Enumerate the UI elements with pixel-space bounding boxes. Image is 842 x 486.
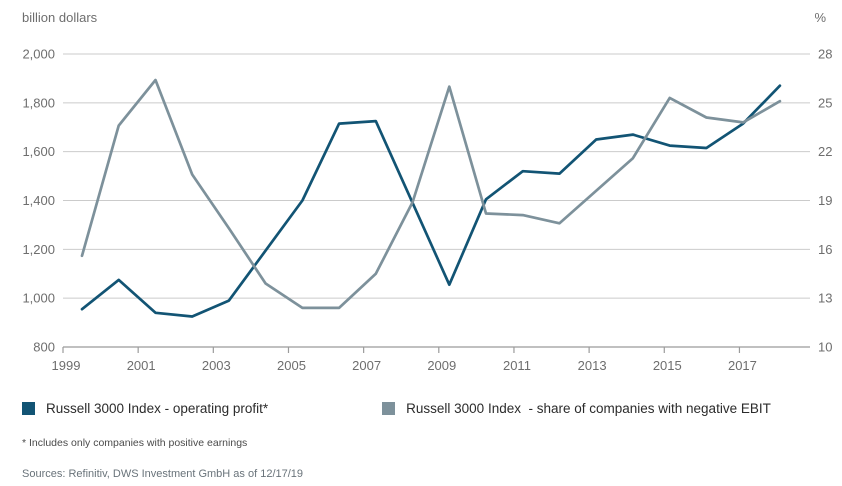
y-left-tick-label: 800 (33, 340, 55, 355)
x-tick-label: 2007 (352, 358, 381, 373)
right-axis-unit-label: % (814, 10, 826, 25)
x-tick-label: 2013 (578, 358, 607, 373)
y-left-tick-label: 1,800 (22, 95, 55, 110)
line-chart: 2,000 28 1,800 25 1,600 22 1,400 19 1,200 16 1,000… (22, 47, 832, 374)
y-right-tick-label: 25 (818, 95, 832, 110)
y-left-tick-label: 2,000 (22, 47, 55, 62)
chart-sources: Sources: Refinitiv, DWS Investment GmbH … (22, 468, 304, 480)
chart-legend: Russell 3000 Index - operating profit* R… (22, 401, 822, 416)
legend-label-negative-ebit: Russell 3000 Index - share of companies … (406, 401, 771, 416)
y-right-tick-label: 22 (818, 144, 832, 159)
x-tick-label: 2003 (202, 358, 231, 373)
y-right-tick-label: 13 (818, 291, 832, 306)
x-tick-label: 2011 (503, 358, 531, 373)
x-tick-label: 2009 (427, 358, 456, 373)
y-right-tick-label: 28 (818, 47, 832, 62)
x-tick-label: 2001 (127, 358, 156, 373)
y-left-tick-label: 1,200 (22, 242, 55, 257)
y-left-tick-label: 1,000 (22, 291, 55, 306)
legend-item-negative-ebit: Russell 3000 Index - share of companies … (382, 401, 771, 416)
legend-item-operating-profit: Russell 3000 Index - operating profit* (22, 401, 268, 416)
y-left-tick-label: 1,600 (22, 144, 55, 159)
legend-swatch-operating-profit-icon (22, 402, 35, 415)
x-tick-label: 2017 (728, 358, 757, 373)
y-right-tick-label: 19 (818, 193, 832, 208)
x-tick-label: 1999 (52, 358, 81, 373)
left-axis-unit-label: billion dollars (22, 10, 98, 25)
x-tick-label: 2015 (653, 358, 682, 373)
legend-swatch-negative-ebit-icon (382, 402, 396, 415)
y-right-tick-label: 16 (818, 242, 832, 257)
y-left-tick-label: 1,400 (22, 193, 55, 208)
y-right-tick-label: 10 (818, 340, 832, 355)
chart-footnote: * Includes only companies with positive … (22, 437, 248, 449)
x-tick-label: 2005 (277, 358, 306, 373)
series-line-negative-ebit-share (80, 78, 782, 310)
legend-label-operating-profit: Russell 3000 Index - operating profit* (46, 401, 269, 416)
series-line-operating-profit (80, 84, 782, 318)
